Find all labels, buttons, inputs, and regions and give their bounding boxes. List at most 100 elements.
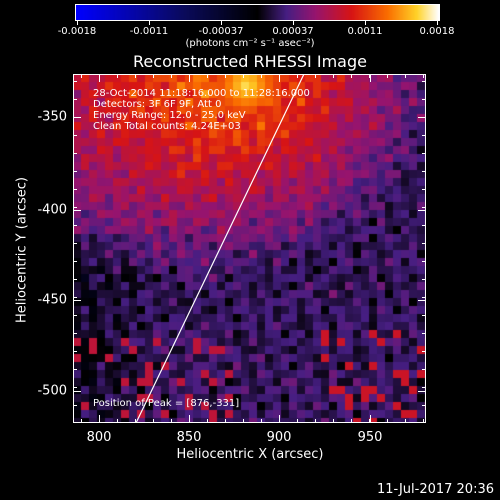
x-tick-label: 850 — [176, 430, 202, 445]
axis-tick — [73, 210, 81, 211]
y-tick-label: -400 — [37, 202, 67, 218]
axis-tick — [73, 207, 77, 208]
colorbar-tick — [293, 21, 294, 25]
colorbar-tick — [221, 21, 222, 25]
y-tick-label: -450 — [37, 292, 67, 308]
axis-tick — [261, 74, 262, 78]
axis-tick — [189, 74, 190, 82]
colorbar — [75, 4, 440, 21]
axis-tick — [418, 300, 426, 301]
axis-tick — [73, 135, 77, 136]
axis-tick — [73, 117, 81, 118]
axis-tick — [279, 74, 280, 82]
axis-tick — [81, 419, 82, 423]
axis-tick — [422, 405, 426, 406]
axis-tick — [422, 207, 426, 208]
axis-tick — [405, 74, 406, 78]
axis-tick — [422, 279, 426, 280]
axis-tick — [117, 74, 118, 78]
axis-tick — [333, 419, 334, 423]
plot-area: 28-Oct-2014 11:18:16.000 to 11:28:16.000… — [73, 74, 426, 423]
x-tick-label: 900 — [266, 430, 292, 445]
axis-tick — [422, 99, 426, 100]
axis-tick — [153, 74, 154, 78]
axis-tick — [422, 117, 426, 118]
x-tick-label: 800 — [86, 430, 112, 445]
axis-tick — [189, 419, 190, 423]
axis-tick — [189, 74, 190, 78]
axis-tick — [73, 300, 81, 301]
axis-tick — [73, 189, 77, 190]
axis-tick — [243, 74, 244, 78]
axis-tick — [225, 74, 226, 78]
x-axis-label: Heliocentric X (arcsec) — [176, 447, 324, 462]
axis-tick — [225, 419, 226, 423]
axis-tick — [73, 369, 77, 370]
time-range-text: 28-Oct-2014 11:18:16.000 to 11:28:16.000 — [93, 88, 310, 99]
axis-tick — [73, 171, 77, 172]
axis-tick — [73, 153, 77, 154]
axis-tick — [207, 74, 208, 78]
axis-tick — [135, 419, 136, 423]
y-tick-label: -350 — [37, 109, 67, 125]
axis-tick — [315, 74, 316, 78]
axis-tick — [387, 74, 388, 78]
axis-tick — [73, 99, 77, 100]
peak-position-text: Position of Peak = [876,-331] — [93, 398, 240, 409]
axis-tick — [297, 74, 298, 78]
axis-tick — [73, 225, 77, 226]
axis-tick — [422, 225, 426, 226]
axis-tick — [279, 74, 280, 78]
solar-limb-line — [135, 74, 305, 423]
axis-tick — [422, 135, 426, 136]
axis-tick — [418, 210, 426, 211]
axis-tick — [73, 81, 77, 82]
axis-tick — [423, 419, 424, 423]
axis-tick — [99, 419, 100, 423]
axis-tick — [135, 74, 136, 78]
axis-tick — [351, 74, 352, 78]
axis-tick — [261, 419, 262, 423]
colorbar-tick-label: 0.0018 — [419, 26, 455, 37]
axis-tick — [422, 261, 426, 262]
axis-tick — [99, 74, 100, 78]
y-axis-label: Heliocentric Y (arcsec) — [14, 177, 30, 323]
colorbar-tick-label: 0.0011 — [347, 26, 383, 37]
axis-tick — [243, 419, 244, 423]
axis-tick — [171, 419, 172, 423]
axis-tick — [81, 74, 82, 78]
axis-tick — [422, 387, 426, 388]
axis-tick — [422, 153, 426, 154]
axis-tick — [351, 419, 352, 423]
axis-tick — [99, 74, 100, 82]
axis-tick — [405, 419, 406, 423]
colorbar-tick — [365, 21, 366, 25]
colorbar-tick — [77, 21, 78, 25]
axis-tick — [207, 419, 208, 423]
rhessi-image — [73, 74, 426, 423]
axis-tick — [370, 74, 371, 82]
colorbar-tick-label: -0.0011 — [129, 26, 169, 37]
axis-tick — [73, 261, 77, 262]
axis-tick — [153, 419, 154, 423]
axis-tick — [73, 391, 81, 392]
x-tick-label: 950 — [357, 430, 383, 445]
colorbar-tick-label: -0.00037 — [198, 26, 244, 37]
axis-tick — [422, 297, 426, 298]
axis-tick — [418, 391, 426, 392]
axis-tick — [369, 419, 370, 423]
axis-tick — [422, 369, 426, 370]
colorbar-units: (photons cm⁻² s⁻¹ asec⁻²) — [185, 38, 315, 49]
y-tick-label: -500 — [37, 383, 67, 399]
energy-range-text: Energy Range: 12.0 - 25.0 keV — [93, 110, 246, 121]
axis-tick — [387, 419, 388, 423]
axis-tick — [333, 74, 334, 78]
axis-tick — [422, 333, 426, 334]
axis-tick — [422, 315, 426, 316]
axis-tick — [73, 117, 77, 118]
axis-tick — [422, 189, 426, 190]
colorbar-tick — [437, 21, 438, 25]
axis-tick — [73, 315, 77, 316]
axis-tick — [369, 74, 370, 78]
axis-tick — [73, 279, 77, 280]
